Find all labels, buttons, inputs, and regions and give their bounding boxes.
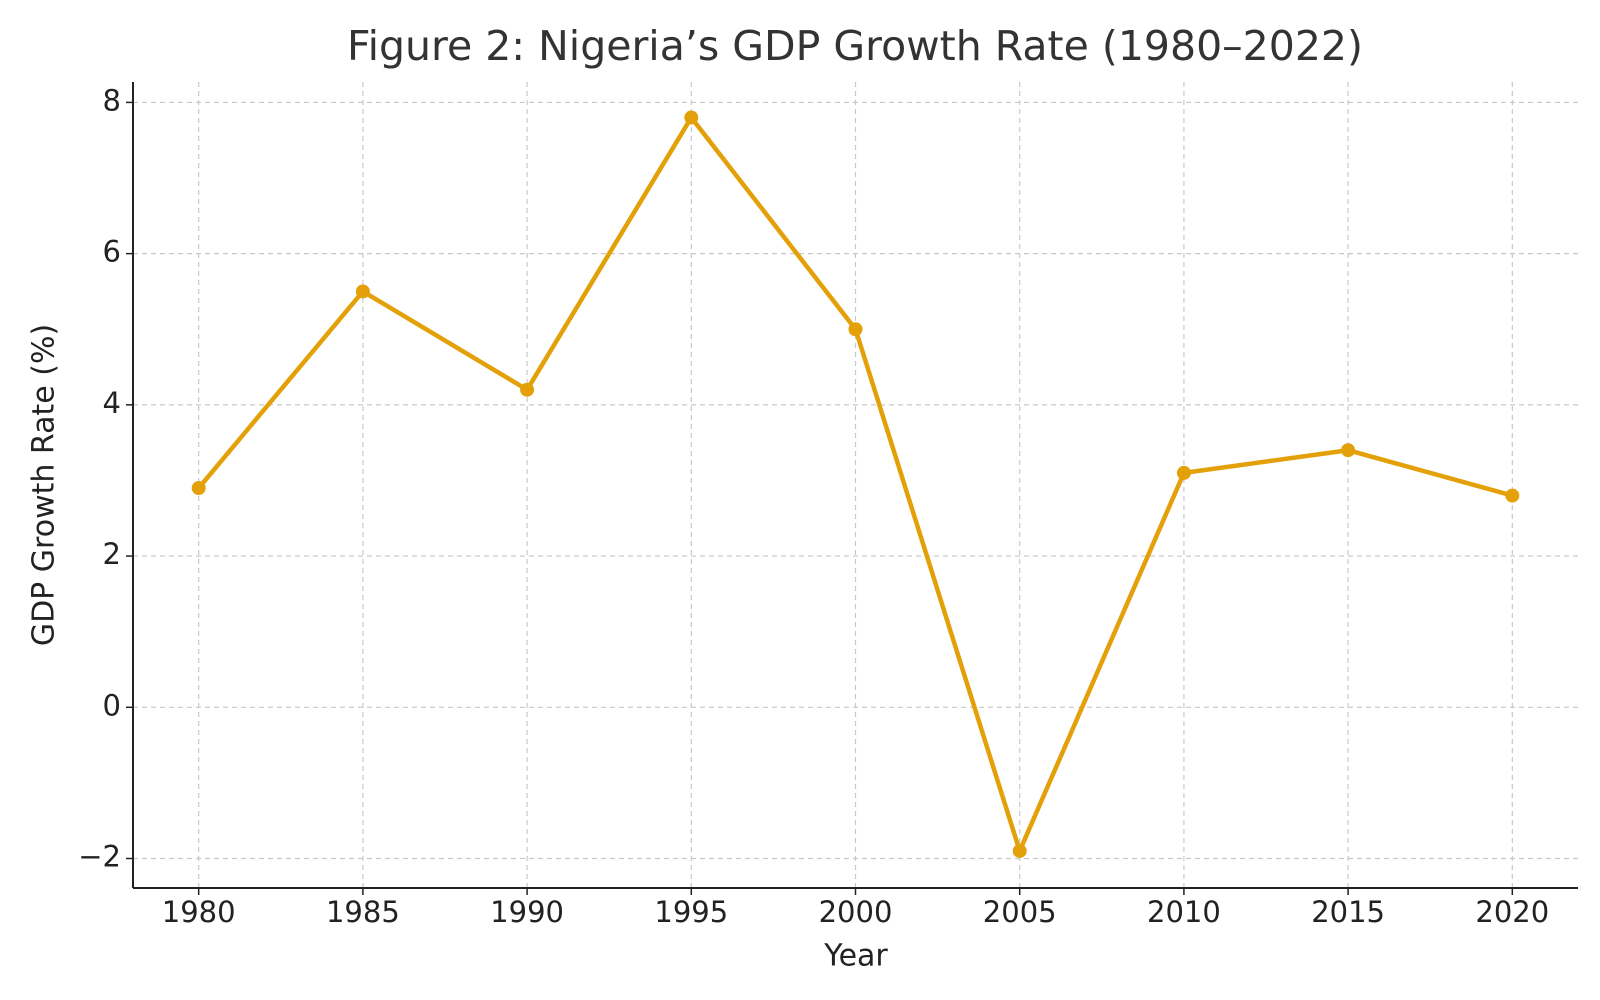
y-tick-label: −2 xyxy=(78,840,121,874)
x-tick-label: 2020 xyxy=(1475,895,1549,929)
x-tick-label: 1980 xyxy=(162,895,236,929)
y-tick-label: 4 xyxy=(103,386,121,420)
x-tick-label: 2000 xyxy=(819,895,893,929)
x-axis-label: Year xyxy=(823,939,888,974)
chart-title: Figure 2: Nigeria’s GDP Growth Rate (198… xyxy=(347,22,1363,70)
y-tick-label: 0 xyxy=(103,688,121,722)
point xyxy=(1176,465,1191,480)
point xyxy=(355,284,370,299)
point xyxy=(684,110,699,125)
point xyxy=(191,481,206,496)
point xyxy=(848,322,863,337)
x-tick-label: 1985 xyxy=(326,895,400,929)
point xyxy=(1341,443,1356,458)
point xyxy=(1505,488,1520,503)
point xyxy=(1012,843,1027,858)
x-tick-label: 2010 xyxy=(1147,895,1221,929)
x-tick-label: 1995 xyxy=(654,895,728,929)
x-tick-label: 1990 xyxy=(490,895,564,929)
y-tick-label: 8 xyxy=(103,83,121,117)
x-tick-label: 2005 xyxy=(983,895,1057,929)
y-axis-label: GDP Growth Rate (%) xyxy=(27,324,62,646)
x-tick-label: 2015 xyxy=(1311,895,1385,929)
y-tick-label: 2 xyxy=(103,537,121,571)
point xyxy=(520,382,535,397)
y-tick-label: 6 xyxy=(103,235,121,269)
